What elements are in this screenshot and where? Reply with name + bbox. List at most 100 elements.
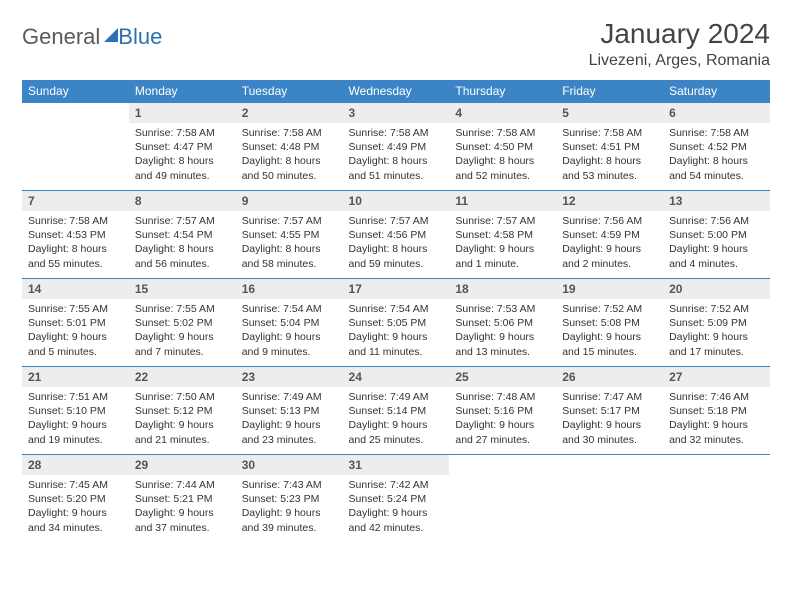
brand-part2: Blue <box>118 24 162 50</box>
calendar-cell: 31Sunrise: 7:42 AMSunset: 5:24 PMDayligh… <box>343 455 450 543</box>
sunset-text: Sunset: 5:21 PM <box>135 492 230 506</box>
day-info: Sunrise: 7:55 AMSunset: 5:01 PMDaylight:… <box>22 299 129 365</box>
daylight-text: Daylight: 8 hours and 52 minutes. <box>455 154 550 182</box>
daylight-text: Daylight: 9 hours and 37 minutes. <box>135 506 230 534</box>
sunset-text: Sunset: 4:59 PM <box>562 228 657 242</box>
sunrise-text: Sunrise: 7:56 AM <box>562 214 657 228</box>
sunrise-text: Sunrise: 7:57 AM <box>455 214 550 228</box>
day-number: 6 <box>663 103 770 123</box>
daylight-text: Daylight: 9 hours and 2 minutes. <box>562 242 657 270</box>
daylight-text: Daylight: 8 hours and 53 minutes. <box>562 154 657 182</box>
brand-logo: General Blue <box>22 24 162 50</box>
daylight-text: Daylight: 9 hours and 7 minutes. <box>135 330 230 358</box>
sunset-text: Sunset: 4:51 PM <box>562 140 657 154</box>
sunset-text: Sunset: 5:05 PM <box>349 316 444 330</box>
day-info: Sunrise: 7:54 AMSunset: 5:04 PMDaylight:… <box>236 299 343 365</box>
day-number: 11 <box>449 191 556 211</box>
sunrise-text: Sunrise: 7:53 AM <box>455 302 550 316</box>
sunset-text: Sunset: 5:14 PM <box>349 404 444 418</box>
sunset-text: Sunset: 4:53 PM <box>28 228 123 242</box>
daylight-text: Daylight: 8 hours and 58 minutes. <box>242 242 337 270</box>
day-number: 31 <box>343 455 450 475</box>
sunset-text: Sunset: 4:58 PM <box>455 228 550 242</box>
sunrise-text: Sunrise: 7:42 AM <box>349 478 444 492</box>
day-info: Sunrise: 7:44 AMSunset: 5:21 PMDaylight:… <box>129 475 236 541</box>
sunrise-text: Sunrise: 7:58 AM <box>562 126 657 140</box>
sunrise-text: Sunrise: 7:46 AM <box>669 390 764 404</box>
daylight-text: Daylight: 8 hours and 56 minutes. <box>135 242 230 270</box>
month-title: January 2024 <box>589 18 770 50</box>
sunrise-text: Sunrise: 7:58 AM <box>28 214 123 228</box>
day-number: 1 <box>129 103 236 123</box>
day-info: Sunrise: 7:58 AMSunset: 4:50 PMDaylight:… <box>449 123 556 189</box>
sunrise-text: Sunrise: 7:58 AM <box>669 126 764 140</box>
sunset-text: Sunset: 5:18 PM <box>669 404 764 418</box>
title-block: January 2024 Livezeni, Arges, Romania <box>589 18 770 70</box>
sunset-text: Sunset: 5:00 PM <box>669 228 764 242</box>
day-info: Sunrise: 7:47 AMSunset: 5:17 PMDaylight:… <box>556 387 663 453</box>
day-number: 17 <box>343 279 450 299</box>
calendar-cell: 7Sunrise: 7:58 AMSunset: 4:53 PMDaylight… <box>22 191 129 279</box>
sunrise-text: Sunrise: 7:43 AM <box>242 478 337 492</box>
sunset-text: Sunset: 5:08 PM <box>562 316 657 330</box>
daylight-text: Daylight: 9 hours and 23 minutes. <box>242 418 337 446</box>
location: Livezeni, Arges, Romania <box>589 52 770 70</box>
calendar-cell: 29Sunrise: 7:44 AMSunset: 5:21 PMDayligh… <box>129 455 236 543</box>
sunrise-text: Sunrise: 7:58 AM <box>135 126 230 140</box>
brand-part1: General <box>22 24 100 50</box>
calendar-cell: 6Sunrise: 7:58 AMSunset: 4:52 PMDaylight… <box>663 103 770 191</box>
calendar-cell: 1Sunrise: 7:58 AMSunset: 4:47 PMDaylight… <box>129 103 236 191</box>
calendar-week: 7 Sunrise: 7:58 AMSunset: 4:53 PM Daylight… <box>22 191 770 279</box>
calendar-cell: 24Sunrise: 7:49 AMSunset: 5:14 PMDayligh… <box>343 367 450 455</box>
sunrise-text: Sunrise: 7:51 AM <box>28 390 123 404</box>
sunset-text: Sunset: 5:04 PM <box>242 316 337 330</box>
calendar-cell: 14Sunrise: 7:55 AMSunset: 5:01 PMDayligh… <box>22 279 129 367</box>
sunset-text: Sunset: 5:01 PM <box>28 316 123 330</box>
day-info: Sunrise: 7:58 AMSunset: 4:48 PMDaylight:… <box>236 123 343 189</box>
daylight-text: Daylight: 9 hours and 9 minutes. <box>242 330 337 358</box>
daylight-text: Daylight: 8 hours and 49 minutes. <box>135 154 230 182</box>
day-info: Sunrise: 7:52 AMSunset: 5:08 PMDaylight:… <box>556 299 663 365</box>
sunset-text: Sunset: 5:20 PM <box>28 492 123 506</box>
day-number: 5 <box>556 103 663 123</box>
sunrise-text: Sunrise: 7:55 AM <box>28 302 123 316</box>
day-info: Sunrise: 7:58 AMSunset: 4:49 PMDaylight:… <box>343 123 450 189</box>
calendar-cell: 18Sunrise: 7:53 AMSunset: 5:06 PMDayligh… <box>449 279 556 367</box>
sunset-text: Sunset: 4:52 PM <box>669 140 764 154</box>
daylight-text: Daylight: 9 hours and 11 minutes. <box>349 330 444 358</box>
daylight-text: Daylight: 9 hours and 39 minutes. <box>242 506 337 534</box>
calendar-cell: 19Sunrise: 7:52 AMSunset: 5:08 PMDayligh… <box>556 279 663 367</box>
daylight-text: Daylight: 9 hours and 17 minutes. <box>669 330 764 358</box>
calendar-cell: 20Sunrise: 7:52 AMSunset: 5:09 PMDayligh… <box>663 279 770 367</box>
day-info: Sunrise: 7:54 AMSunset: 5:05 PMDaylight:… <box>343 299 450 365</box>
calendar-cell <box>449 455 556 543</box>
sunset-text: Sunset: 4:56 PM <box>349 228 444 242</box>
day-number: 12 <box>556 191 663 211</box>
dayhead-sunday: Sunday <box>22 80 129 103</box>
day-number: 19 <box>556 279 663 299</box>
calendar-cell: 15Sunrise: 7:55 AMSunset: 5:02 PMDayligh… <box>129 279 236 367</box>
calendar-cell: 2Sunrise: 7:58 AMSunset: 4:48 PMDaylight… <box>236 103 343 191</box>
day-header-row: Sunday Monday Tuesday Wednesday Thursday… <box>22 80 770 103</box>
calendar-week: 28Sunrise: 7:45 AMSunset: 5:20 PMDayligh… <box>22 455 770 543</box>
day-number: 28 <box>22 455 129 475</box>
sunset-text: Sunset: 5:16 PM <box>455 404 550 418</box>
daylight-text: Daylight: 9 hours and 32 minutes. <box>669 418 764 446</box>
day-number: 9 <box>236 191 343 211</box>
day-info: Sunrise: 7:56 AMSunset: 4:59 PMDaylight:… <box>556 211 663 277</box>
daylight-text: Daylight: 9 hours and 4 minutes. <box>669 242 764 270</box>
calendar-cell: 8Sunrise: 7:57 AMSunset: 4:54 PMDaylight… <box>129 191 236 279</box>
day-number: 16 <box>236 279 343 299</box>
sunrise-text: Sunrise: 7:50 AM <box>135 390 230 404</box>
sunset-text: Sunset: 5:12 PM <box>135 404 230 418</box>
sunrise-text: Sunrise: 7:57 AM <box>242 214 337 228</box>
daylight-text: Daylight: 9 hours and 13 minutes. <box>455 330 550 358</box>
day-info: Sunrise: 7:45 AMSunset: 5:20 PMDaylight:… <box>22 475 129 541</box>
sunset-text: Sunset: 5:09 PM <box>669 316 764 330</box>
day-info: Sunrise: 7:43 AMSunset: 5:23 PMDaylight:… <box>236 475 343 541</box>
day-number: 7 <box>22 191 129 211</box>
sunset-text: Sunset: 5:17 PM <box>562 404 657 418</box>
sunset-text: Sunset: 5:13 PM <box>242 404 337 418</box>
calendar-week: 1Sunrise: 7:58 AMSunset: 4:47 PMDaylight… <box>22 103 770 191</box>
sunset-text: Sunset: 5:06 PM <box>455 316 550 330</box>
